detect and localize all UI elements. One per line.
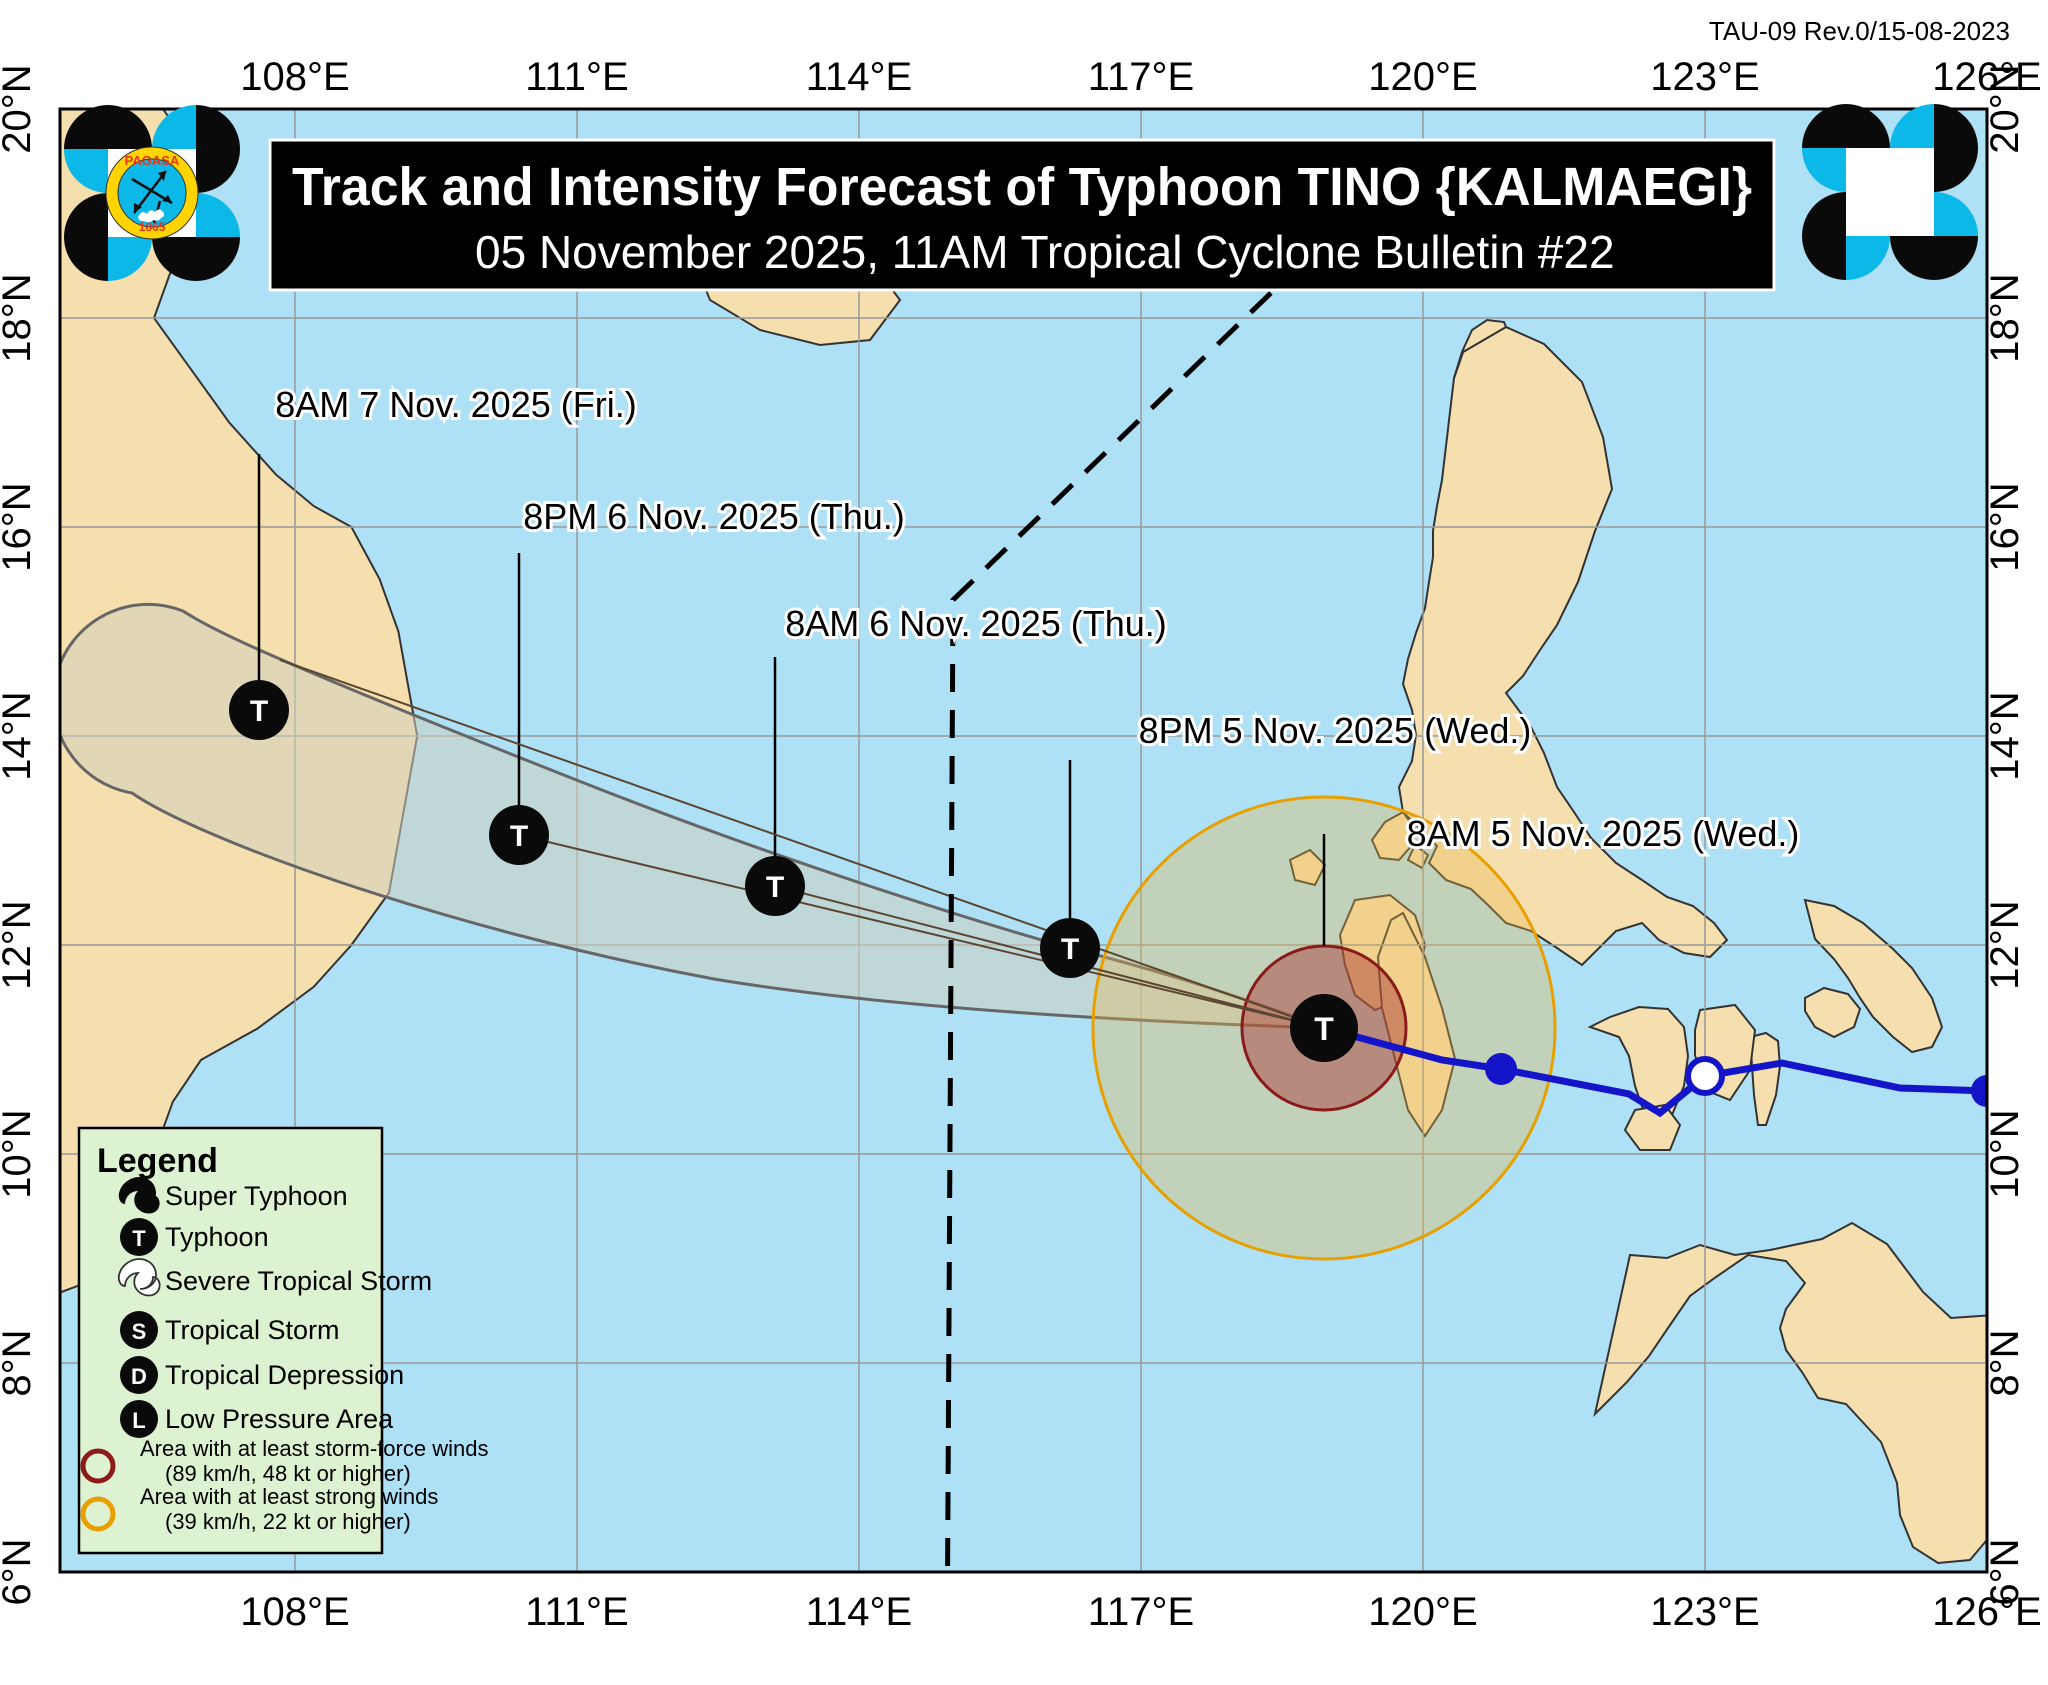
- svg-text:Super Typhoon: Super Typhoon: [165, 1181, 348, 1211]
- svg-text:8°N: 8°N: [1983, 1329, 2027, 1396]
- svg-text:12°N: 12°N: [1983, 900, 2027, 989]
- svg-text:114°E: 114°E: [806, 55, 912, 99]
- svg-text:Severe Tropical Storm: Severe Tropical Storm: [165, 1266, 432, 1296]
- svg-text:10°N: 10°N: [0, 1109, 39, 1198]
- svg-text:18°N: 18°N: [0, 273, 39, 362]
- svg-text:108°E: 108°E: [240, 55, 349, 99]
- svg-text:Tropical Depression: Tropical Depression: [165, 1360, 404, 1390]
- svg-text:(39 km/h, 22 kt or higher): (39 km/h, 22 kt or higher): [165, 1509, 411, 1534]
- svg-text:123°E: 123°E: [1650, 55, 1759, 99]
- svg-text:16°N: 16°N: [0, 482, 39, 571]
- svg-text:T: T: [766, 871, 784, 904]
- svg-text:16°N: 16°N: [1983, 482, 2027, 571]
- svg-text:14°N: 14°N: [0, 691, 39, 780]
- svg-text:8AM 6 Nov. 2025 (Thu.): 8AM 6 Nov. 2025 (Thu.): [785, 603, 1167, 644]
- svg-text:Area with at least strong wind: Area with at least strong winds: [140, 1484, 438, 1509]
- svg-text:Typhoon: Typhoon: [165, 1222, 269, 1252]
- svg-text:8PM 5 Nov. 2025 (Wed.): 8PM 5 Nov. 2025 (Wed.): [1139, 710, 1532, 751]
- svg-text:T: T: [132, 1226, 146, 1251]
- svg-text:12°N: 12°N: [0, 900, 39, 989]
- svg-text:T: T: [1061, 933, 1079, 966]
- svg-text:T: T: [510, 820, 528, 853]
- svg-text:120°E: 120°E: [1368, 1590, 1477, 1634]
- svg-text:18°N: 18°N: [1983, 273, 2027, 362]
- svg-text:20°N: 20°N: [1983, 64, 2027, 153]
- svg-text:S: S: [132, 1319, 147, 1344]
- svg-text:14°N: 14°N: [1983, 691, 2027, 780]
- svg-text:123°E: 123°E: [1650, 1590, 1759, 1634]
- svg-text:Area with at least storm-force: Area with at least storm-force winds: [140, 1436, 488, 1461]
- svg-text:8°N: 8°N: [0, 1329, 39, 1396]
- svg-text:T: T: [1314, 1011, 1334, 1047]
- svg-text:10°N: 10°N: [1983, 1109, 2027, 1198]
- svg-text:T: T: [250, 695, 268, 728]
- svg-text:20°N: 20°N: [0, 64, 39, 153]
- svg-text:Track and Intensity Forecast o: Track and Intensity Forecast of Typhoon …: [292, 157, 1752, 217]
- svg-text:111°E: 111°E: [525, 55, 628, 99]
- svg-text:6°N: 6°N: [0, 1538, 39, 1605]
- svg-text:Legend: Legend: [97, 1142, 218, 1180]
- svg-text:TAU-09 Rev.0/15-08-2023: TAU-09 Rev.0/15-08-2023: [1709, 16, 2010, 46]
- svg-text:(89 km/h, 48 kt or higher): (89 km/h, 48 kt or higher): [165, 1461, 411, 1486]
- svg-text:114°E: 114°E: [806, 1590, 912, 1634]
- svg-text:05 November 2025, 11AM Tropica: 05 November 2025, 11AM Tropical Cyclone …: [475, 226, 1615, 278]
- svg-text:117°E: 117°E: [1088, 1590, 1194, 1634]
- svg-text:6°N: 6°N: [1983, 1538, 2027, 1605]
- svg-text:120°E: 120°E: [1368, 55, 1477, 99]
- svg-text:Tropical Storm: Tropical Storm: [165, 1315, 340, 1345]
- svg-text:8PM 6 Nov. 2025 (Thu.): 8PM 6 Nov. 2025 (Thu.): [523, 496, 905, 537]
- svg-text:8AM 7 Nov. 2025 (Fri.): 8AM 7 Nov. 2025 (Fri.): [275, 384, 636, 425]
- svg-text:L: L: [132, 1408, 145, 1433]
- svg-text:111°E: 111°E: [525, 1590, 628, 1634]
- svg-text:108°E: 108°E: [240, 1590, 349, 1634]
- svg-text:8AM 5 Nov. 2025 (Wed.): 8AM 5 Nov. 2025 (Wed.): [1407, 813, 1800, 854]
- svg-text:D: D: [131, 1364, 147, 1389]
- svg-text:Low Pressure Area: Low Pressure Area: [165, 1404, 394, 1434]
- svg-text:117°E: 117°E: [1088, 55, 1194, 99]
